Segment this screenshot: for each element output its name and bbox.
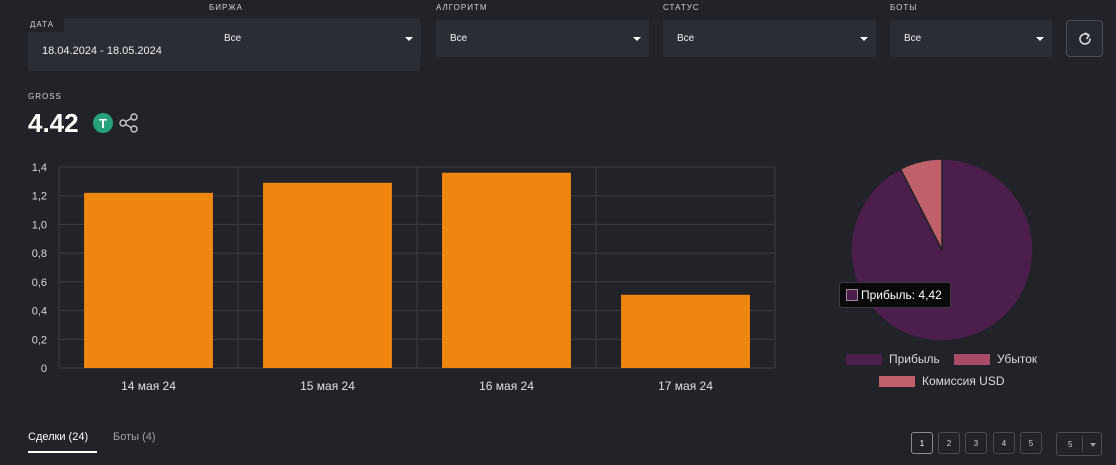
chevron-down-icon bbox=[860, 37, 868, 41]
tab-active-indicator bbox=[28, 451, 97, 453]
legend-swatch bbox=[954, 353, 990, 365]
bar-16-мая-24 bbox=[442, 172, 571, 368]
page-button-3[interactable]: 3 bbox=[965, 432, 987, 454]
bar-17-мая-24 bbox=[621, 294, 750, 368]
y-tick-label: 0,2 bbox=[32, 334, 47, 346]
y-tick-label: 0,4 bbox=[32, 306, 47, 318]
exchange-value: Все bbox=[224, 33, 242, 44]
bar-15-мая-24 bbox=[263, 182, 392, 368]
tooltip-swatch bbox=[846, 289, 858, 301]
tab-bots[interactable]: Боты (4) bbox=[113, 431, 156, 443]
gross-label: GROSS bbox=[28, 92, 62, 101]
tab-deals[interactable]: Сделки (24) bbox=[28, 431, 89, 443]
page-button-5[interactable]: 5 bbox=[1020, 432, 1042, 454]
legend-item-commission[interactable]: Комиссия USD bbox=[879, 374, 1005, 388]
chevron-down-icon bbox=[405, 37, 413, 41]
y-tick-label: 0,8 bbox=[32, 248, 47, 260]
pie-slice-2 bbox=[899, 158, 943, 251]
status-value: Все bbox=[677, 33, 695, 44]
legend-swatch bbox=[846, 353, 882, 365]
exchange-select[interactable]: Все bbox=[210, 20, 421, 57]
divider bbox=[1082, 436, 1083, 452]
refresh-icon bbox=[1078, 31, 1091, 45]
date-label: ДАТА bbox=[28, 18, 65, 32]
bots-select[interactable]: Все bbox=[890, 20, 1052, 57]
tether-icon: T bbox=[93, 113, 113, 133]
chevron-down-icon bbox=[1036, 37, 1044, 41]
gross-value: 4.42 bbox=[28, 108, 79, 138]
algorithm-select[interactable]: Все bbox=[436, 20, 649, 57]
refresh-button[interactable] bbox=[1066, 20, 1103, 57]
x-tick-label: 17 мая 24 bbox=[658, 379, 713, 393]
y-tick-label: 1,0 bbox=[32, 219, 47, 231]
algorithm-value: Все bbox=[450, 33, 468, 44]
y-tick-label: 0,6 bbox=[32, 277, 47, 289]
exchange-label: БИРЖА bbox=[209, 3, 243, 12]
gross-bar-chart: 0 0,2 0,4 0,6 0,8 1,0 1,2 1,4 14 мая 24 15 мая 24… bbox=[32, 162, 776, 393]
bots-label: БОТЫ bbox=[890, 3, 918, 12]
y-tick-label: 1,2 bbox=[32, 191, 47, 203]
status-label: СТАТУС bbox=[663, 3, 700, 12]
legend-item-profit[interactable]: Прибыль bbox=[846, 352, 940, 366]
page-button-2[interactable]: 2 bbox=[938, 432, 960, 454]
chevron-down-icon bbox=[1090, 443, 1096, 447]
share-icon[interactable] bbox=[118, 112, 140, 134]
page-size-select[interactable]: 5 bbox=[1056, 432, 1102, 456]
y-tick-label: 0 bbox=[41, 363, 47, 375]
status-select[interactable]: Все bbox=[663, 20, 876, 57]
y-tick-label: 1,4 bbox=[32, 162, 47, 174]
x-tick-label: 15 мая 24 bbox=[300, 379, 355, 393]
pie-tooltip: Прибыль: 4,42 bbox=[839, 282, 951, 308]
legend-label: Комиссия USD bbox=[922, 374, 1005, 388]
page-size-value: 5 bbox=[1068, 440, 1073, 449]
gross-pie-chart bbox=[850, 158, 1034, 342]
algorithm-label: АЛГОРИТМ bbox=[436, 3, 488, 12]
bar-14-мая-24 bbox=[84, 192, 213, 368]
chevron-down-icon bbox=[633, 37, 641, 41]
bots-value: Все bbox=[904, 33, 922, 44]
page-button-4[interactable]: 4 bbox=[993, 432, 1015, 454]
legend-item-loss[interactable]: Убыток bbox=[954, 352, 1037, 366]
page-button-1[interactable]: 1 bbox=[911, 432, 933, 454]
legend-swatch bbox=[879, 375, 915, 387]
x-tick-label: 14 мая 24 bbox=[121, 379, 176, 393]
date-range-value: 18.04.2024 - 18.05.2024 bbox=[42, 45, 162, 57]
tooltip-text: Прибыль: 4,42 bbox=[861, 288, 942, 302]
x-tick-label: 16 мая 24 bbox=[479, 379, 534, 393]
legend-label: Убыток bbox=[997, 352, 1038, 366]
legend-label: Прибыль bbox=[889, 352, 940, 366]
